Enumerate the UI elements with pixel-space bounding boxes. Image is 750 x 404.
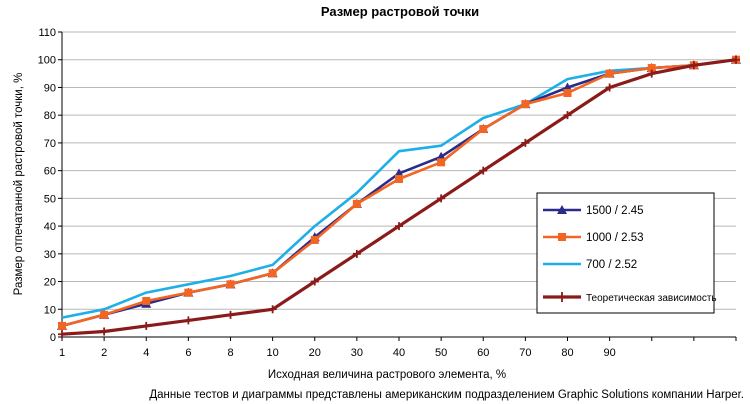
data-point bbox=[58, 321, 66, 330]
legend-item: 1000 / 2.53 bbox=[543, 232, 644, 244]
series-line bbox=[61, 58, 737, 319]
footnote: Данные тестов и диаграммы представлены а… bbox=[149, 389, 744, 401]
y-tick-label: 10 bbox=[44, 304, 56, 316]
legend-box bbox=[536, 192, 715, 314]
x-tick-label: 1 bbox=[59, 347, 65, 359]
data-point bbox=[142, 321, 151, 330]
legend-item: 1500 / 2.45 bbox=[543, 205, 644, 217]
series-2 bbox=[61, 58, 737, 319]
data-point bbox=[226, 280, 235, 289]
y-axis-label: Размер отпечатанной растровой точки, % bbox=[13, 73, 25, 296]
y-tick-label: 30 bbox=[44, 249, 56, 261]
legend-label: 1500 / 2.45 bbox=[586, 205, 644, 217]
y-axis-ticks: 0 10 20 30 40 50 60 70 80 90 100 110 bbox=[38, 27, 62, 344]
y-tick-label: 60 bbox=[44, 166, 56, 178]
y-tick-label: 110 bbox=[38, 27, 56, 39]
legend: 1500 / 2.45 1000 / 2.53 700 / 2.52 Теоретич… bbox=[536, 192, 717, 314]
legend-label: 1000 / 2.53 bbox=[586, 232, 644, 244]
x-axis-ticks: 1 2 4 6 8 10 20 30 40 50 60 70 80 90 bbox=[59, 337, 737, 359]
x-tick-label: 80 bbox=[561, 347, 573, 359]
data-point bbox=[563, 111, 572, 120]
data-point bbox=[563, 89, 572, 97]
data-point bbox=[437, 158, 446, 167]
y-tick-label: 20 bbox=[44, 277, 56, 289]
x-tick-label: 50 bbox=[435, 347, 447, 359]
x-axis-label: Исходная величина растрового элемента, % bbox=[268, 369, 506, 381]
x-tick-label: 10 bbox=[267, 347, 279, 359]
y-tick-label: 40 bbox=[44, 221, 56, 233]
data-point bbox=[732, 55, 740, 64]
x-tick-label: 4 bbox=[143, 347, 149, 359]
data-point bbox=[521, 138, 530, 147]
data-point bbox=[647, 64, 656, 73]
data-point bbox=[226, 310, 235, 319]
y-tick-label: 100 bbox=[38, 55, 56, 67]
data-point bbox=[395, 222, 403, 231]
x-tick-label: 6 bbox=[185, 347, 191, 359]
series-3 bbox=[58, 55, 740, 339]
data-point bbox=[310, 277, 319, 286]
x-tick-label: 20 bbox=[309, 347, 321, 359]
data-point bbox=[647, 69, 656, 78]
data-point bbox=[268, 269, 277, 278]
data-point bbox=[605, 69, 614, 78]
data-point bbox=[310, 235, 319, 244]
x-tick-label: 90 bbox=[604, 347, 616, 359]
y-tick-label: 70 bbox=[44, 138, 56, 150]
data-point bbox=[184, 288, 193, 297]
legend-marker bbox=[558, 233, 566, 241]
data-point bbox=[268, 305, 277, 314]
x-tick-label: 2 bbox=[101, 347, 107, 359]
y-tick-label: 50 bbox=[44, 193, 56, 205]
legend-label: Теоретическая зависимость bbox=[586, 293, 717, 304]
y-tick-label: 90 bbox=[44, 82, 56, 94]
x-tick-label: 40 bbox=[393, 347, 405, 359]
x-tick-label: 30 bbox=[351, 347, 363, 359]
x-tick-label: 60 bbox=[477, 347, 489, 359]
data-point bbox=[142, 296, 151, 305]
legend-item: 700 / 2.52 bbox=[543, 259, 637, 271]
data-point bbox=[521, 100, 530, 109]
y-tick-label: 0 bbox=[50, 332, 56, 344]
data-point bbox=[689, 61, 698, 70]
data-point bbox=[184, 316, 193, 325]
x-tick-label: 70 bbox=[519, 347, 531, 359]
data-point bbox=[479, 166, 488, 175]
data-point bbox=[605, 83, 614, 92]
chart-title: Размер растровой точки bbox=[321, 4, 479, 19]
legend-item: Теоретическая зависимость bbox=[543, 292, 717, 304]
data-point bbox=[352, 249, 361, 258]
series-lines bbox=[57, 54, 741, 339]
data-point bbox=[437, 194, 446, 203]
data-point bbox=[100, 310, 109, 319]
data-point bbox=[58, 330, 66, 339]
gridlines bbox=[62, 31, 736, 310]
y-tick-label: 80 bbox=[44, 110, 56, 122]
x-tick-label: 8 bbox=[227, 347, 233, 359]
data-point bbox=[352, 199, 361, 208]
data-point bbox=[395, 174, 403, 183]
legend-label: 700 / 2.52 bbox=[586, 259, 637, 271]
legend-marker bbox=[558, 292, 566, 302]
data-point bbox=[100, 327, 109, 336]
legend-marker bbox=[557, 205, 567, 214]
data-point bbox=[479, 125, 488, 134]
